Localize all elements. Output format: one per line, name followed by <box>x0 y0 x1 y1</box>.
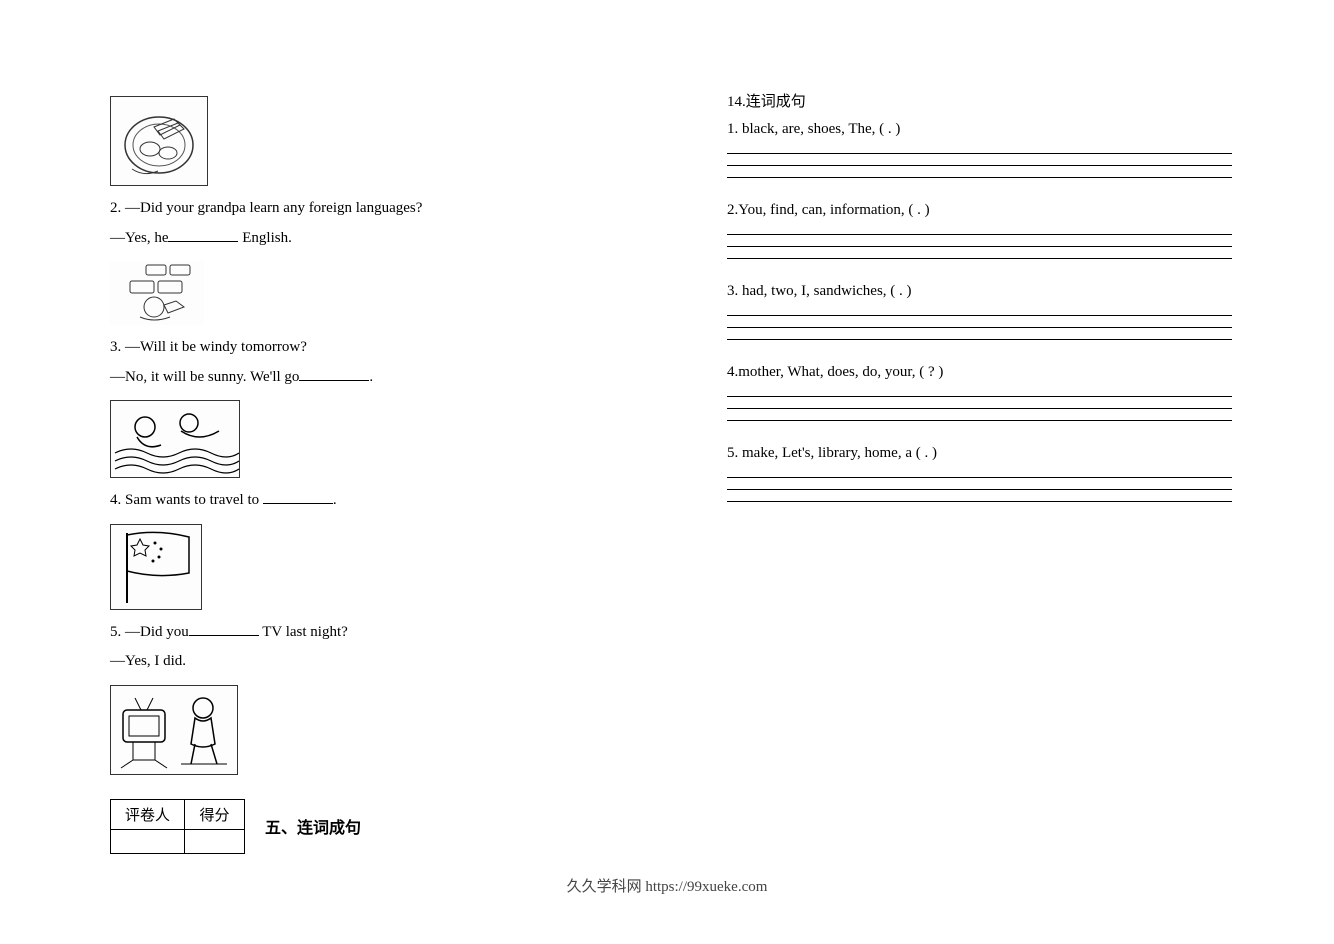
q5-line1a: 5. —Did you <box>110 624 189 640</box>
sentence-group-2: 2.You, find, can, information, ( . ) <box>727 202 1224 259</box>
sentence-group-3: 3. had, two, I, sandwiches, ( . ) <box>727 283 1224 340</box>
q2-line2a: —Yes, he <box>110 230 168 246</box>
grandpa-reading-image <box>110 261 204 325</box>
q5-line2: —Yes, I did. <box>110 649 607 675</box>
s2-text: 2.You, find, can, information, ( . ) <box>727 202 1224 219</box>
q2-blank[interactable] <box>168 227 238 242</box>
image-box-5 <box>110 685 238 775</box>
score-cell-1[interactable] <box>111 829 185 853</box>
image-box-1 <box>110 96 208 186</box>
q5-line1b: TV last night? <box>259 624 348 640</box>
score-header-1: 评卷人 <box>111 799 185 829</box>
q3-line1: 3. —Will it be windy tomorrow? <box>110 335 607 361</box>
q3-blank[interactable] <box>299 366 369 381</box>
right-header: 14.连词成句 <box>727 90 1224 111</box>
s3-text: 3. had, two, I, sandwiches, ( . ) <box>727 283 1224 300</box>
q5-line1: 5. —Did you TV last night? <box>110 620 607 646</box>
q5-blank[interactable] <box>189 621 259 636</box>
q4-blank[interactable] <box>263 489 333 504</box>
s5-lines[interactable] <box>727 466 1224 502</box>
footer-text: 久久学科网 https://99xueke.com <box>0 875 1334 896</box>
score-table: 评卷人 得分 <box>110 799 245 854</box>
page-container: 2. —Did your grandpa learn any foreign l… <box>0 0 1334 944</box>
right-column: 14.连词成句 1. black, are, shoes, The, ( . )… <box>667 0 1334 944</box>
q2-line1: 2. —Did your grandpa learn any foreign l… <box>110 196 607 222</box>
section-title: 五、连词成句 <box>265 814 361 838</box>
q2-line2: —Yes, he English. <box>110 226 607 252</box>
s5-text: 5. make, Let's, library, home, a ( . ) <box>727 445 1224 462</box>
image-box-4 <box>110 524 202 610</box>
section-row: 评卷人 得分 五、连词成句 <box>110 799 607 854</box>
q2-line2b: English. <box>238 230 291 246</box>
flag-image <box>111 525 201 609</box>
q4-line1b: . <box>333 492 337 508</box>
s1-lines[interactable] <box>727 142 1224 178</box>
watch-tv-image <box>111 686 237 774</box>
q3-line2: —No, it will be sunny. We'll go. <box>110 365 607 391</box>
score-header-2: 得分 <box>185 799 245 829</box>
left-column: 2. —Did your grandpa learn any foreign l… <box>0 0 667 944</box>
s4-lines[interactable] <box>727 385 1224 421</box>
s3-lines[interactable] <box>727 304 1224 340</box>
s2-lines[interactable] <box>727 223 1224 259</box>
food-plate-image <box>111 97 207 185</box>
q4-line1a: 4. Sam wants to travel to <box>110 492 263 508</box>
q4-line1: 4. Sam wants to travel to . <box>110 488 607 514</box>
q3-line2a: —No, it will be sunny. We'll go <box>110 369 299 385</box>
sentence-group-1: 1. black, are, shoes, The, ( . ) <box>727 121 1224 178</box>
q3-line2b: . <box>369 369 373 385</box>
image-box-3 <box>110 400 240 478</box>
swimming-image <box>111 401 239 477</box>
image-box-2 <box>110 261 204 325</box>
sentence-group-4: 4.mother, What, does, do, your, ( ? ) <box>727 364 1224 421</box>
s4-text: 4.mother, What, does, do, your, ( ? ) <box>727 364 1224 381</box>
score-cell-2[interactable] <box>185 829 245 853</box>
sentence-group-5: 5. make, Let's, library, home, a ( . ) <box>727 445 1224 502</box>
s1-text: 1. black, are, shoes, The, ( . ) <box>727 121 1224 138</box>
